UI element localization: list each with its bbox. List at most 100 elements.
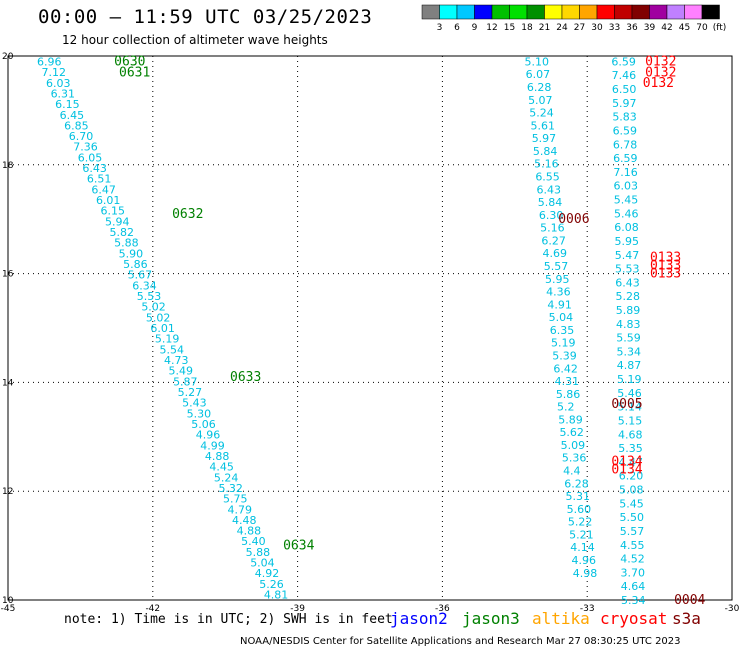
- middle-track-swh-value: 5.24: [529, 107, 554, 120]
- pass-label: 0133: [650, 250, 681, 265]
- right-track-swh-value: 5.47: [615, 249, 640, 262]
- chart-subtitle: 12 hour collection of altimeter wave hei…: [62, 33, 328, 47]
- right-track-swh-value: 7.16: [613, 166, 638, 179]
- right-track-swh-value: 5.19: [617, 373, 642, 386]
- color-scale-label: 21: [539, 23, 550, 33]
- left-track-swh-value: 6.51: [87, 173, 112, 186]
- left-track-swh-value: 6.45: [60, 109, 85, 122]
- color-scale-swatch: [701, 4, 720, 20]
- middle-track-swh-value: 5.21: [569, 528, 594, 541]
- color-scale-label: 9: [472, 23, 478, 33]
- x-tick-label: -36: [435, 604, 450, 614]
- left-track-swh-value: 5.94: [105, 215, 129, 228]
- middle-track-swh-value: 4.96: [572, 554, 597, 567]
- color-scale-label: 33: [609, 23, 620, 33]
- right-track-swh-value: 5.83: [612, 111, 637, 124]
- pass-label: 0133: [650, 267, 681, 282]
- middle-track-swh-value: 6.42: [553, 362, 578, 375]
- left-track-swh-value: 6.85: [64, 119, 89, 132]
- left-track-swh-value: 5.02: [146, 311, 171, 324]
- middle-track-swh-value: 4.36: [546, 286, 571, 299]
- right-track-swh-value: 6.03: [614, 180, 639, 193]
- color-scale-label: 30: [591, 23, 603, 33]
- y-tick-label: 12: [2, 487, 13, 497]
- pass-label: 0004: [674, 593, 705, 608]
- left-track-swh-value: 5.54: [159, 343, 184, 356]
- pass-label: 0134: [611, 454, 642, 469]
- right-track-swh-value: 5.14: [618, 401, 643, 414]
- pass-label: 0631: [119, 65, 150, 80]
- left-track-swh-value: 6.47: [91, 183, 116, 196]
- right-track-swh-value: 6.78: [613, 138, 638, 151]
- x-tick-label: -42: [145, 604, 160, 614]
- middle-track-swh-value: 4.14: [570, 541, 595, 554]
- left-track-swh-value: 6.01: [150, 322, 175, 335]
- middle-track-swh-value: 5.16: [540, 222, 565, 235]
- plot-frame: [7, 55, 733, 601]
- right-track-swh-value: 5.34: [617, 345, 642, 358]
- left-track-swh-value: 6.70: [69, 130, 94, 143]
- color-scale-swatch: [614, 4, 633, 20]
- left-track-swh-value: 4.92: [255, 567, 280, 580]
- left-track-swh-value: 6.96: [37, 55, 62, 68]
- pass-label: 0132: [645, 65, 676, 80]
- legend-altika: altika: [532, 609, 590, 628]
- left-track-swh-value: 5.19: [155, 333, 180, 346]
- right-track-swh-value: 6.08: [614, 221, 639, 234]
- x-tick-label: -30: [725, 604, 740, 614]
- color-scale-swatch: [561, 4, 580, 20]
- left-track-swh-value: 5.27: [178, 386, 203, 399]
- right-track-swh-value: 4.83: [616, 318, 641, 331]
- right-track-swh-value: 5.46: [617, 387, 642, 400]
- color-scale-label: 39: [644, 23, 656, 33]
- pass-label: 0132: [645, 54, 676, 69]
- left-track-swh-value: 6.43: [82, 162, 107, 175]
- middle-track-swh-value: 5.31: [565, 490, 590, 503]
- left-track-swh-value: 5.87: [173, 375, 198, 388]
- color-scale-swatch: [526, 4, 545, 20]
- middle-track-swh-value: 5.60: [567, 503, 592, 516]
- x-tick-label: -45: [1, 604, 16, 614]
- color-scale-swatch: [456, 4, 475, 20]
- legend-s3a: s3a: [672, 609, 701, 628]
- left-track-swh-value: 5.24: [214, 471, 239, 484]
- left-track-swh-value: 4.96: [196, 429, 221, 442]
- chart-title: 00:00 – 11:59 UTC 03/25/2023: [38, 6, 373, 28]
- y-tick-label: 16: [2, 270, 14, 280]
- left-track-swh-value: 5.88: [114, 237, 139, 250]
- left-track-swh-value: 4.88: [205, 450, 230, 463]
- middle-track-swh-value: 5.36: [562, 452, 587, 465]
- middle-track-swh-value: 5.57: [544, 260, 569, 273]
- right-track-swh-value: 5.28: [616, 290, 641, 303]
- right-track-swh-value: 5.50: [620, 511, 645, 524]
- color-scale-label: 3: [437, 23, 443, 33]
- color-scale-label: 42: [661, 23, 672, 33]
- right-track-swh-value: 6.20: [619, 470, 644, 483]
- color-scale-swatch: [439, 4, 458, 20]
- middle-track-swh-value: 4.4: [563, 465, 581, 478]
- left-track-swh-value: 5.49: [169, 365, 194, 378]
- left-track-swh-value: 5.75: [223, 493, 248, 506]
- right-track-swh-value: 4.52: [620, 553, 645, 566]
- left-track-swh-value: 6.15: [100, 205, 125, 218]
- left-track-swh-value: 5.04: [250, 557, 275, 570]
- legend-jason3: jason3: [462, 609, 520, 628]
- color-scale-swatch: [421, 4, 440, 20]
- color-scale-swatch: [649, 4, 668, 20]
- left-track-swh-value: 5.53: [137, 290, 162, 303]
- left-track-swh-value: 5.02: [141, 301, 166, 314]
- right-track-swh-value: 4.55: [620, 539, 645, 552]
- middle-track-swh-value: 5.39: [552, 349, 577, 362]
- middle-track-swh-value: 6.55: [535, 170, 560, 183]
- middle-track-swh-value: 5.22: [568, 516, 593, 529]
- right-track-swh-value: 6.59: [613, 152, 638, 165]
- left-track-swh-value: 4.45: [209, 461, 234, 474]
- color-scale-swatch: [666, 4, 685, 20]
- pass-label: 0132: [643, 76, 674, 91]
- right-track-swh-value: 6.50: [612, 83, 637, 96]
- right-track-swh-value: 5.45: [614, 194, 639, 207]
- right-track-swh-value: 6.59: [613, 124, 638, 137]
- middle-track-swh-value: 5.2: [557, 401, 575, 414]
- y-tick-label: 18: [2, 161, 14, 171]
- right-track-swh-value: 5.46: [614, 207, 639, 220]
